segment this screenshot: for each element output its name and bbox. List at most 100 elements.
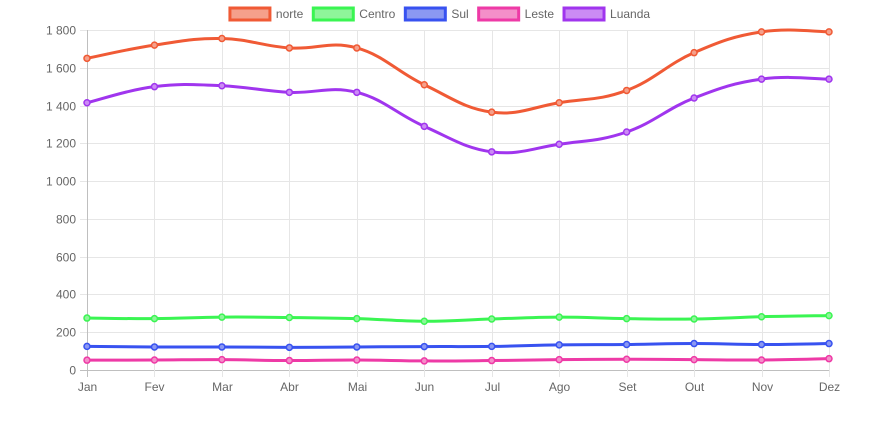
series-area (83, 28, 833, 365)
data-point-leste (487, 356, 496, 365)
data-point-luanda (83, 98, 91, 107)
x-tick-label: Abr (280, 380, 299, 394)
legend-item-norte: norte (228, 6, 304, 22)
data-point-norte (690, 48, 698, 57)
legend: norte Centro Sul Leste Luanda (228, 6, 650, 22)
data-point-sul (555, 341, 563, 349)
x-tick-label: Nov (752, 380, 773, 394)
data-point-norte (218, 34, 226, 43)
legend-item-luanda: Luanda (562, 6, 650, 22)
data-point-norte (150, 41, 159, 49)
data-point-norte (622, 86, 631, 95)
data-point-centro (285, 313, 294, 322)
x-tick-label: Jul (485, 380, 500, 394)
series-line-luanda (86, 75, 830, 155)
y-tick-label: 0 (69, 364, 76, 378)
series-luanda (83, 75, 833, 156)
data-point-sul (150, 343, 159, 351)
y-tick-label: 1 600 (46, 62, 76, 76)
data-point-norte (825, 28, 833, 36)
y-tick-label: 200 (56, 326, 76, 340)
data-point-sul (218, 343, 226, 351)
data-point-centro (690, 315, 698, 323)
data-point-luanda (353, 88, 361, 97)
data-point-sul (353, 343, 361, 351)
x-tick-label: Fev (144, 380, 164, 394)
data-point-luanda (420, 122, 429, 131)
data-point-centro (218, 313, 226, 321)
data-point-leste (555, 355, 563, 364)
legend-swatch-norte (228, 6, 272, 22)
y-tick-label: 1 000 (46, 175, 76, 189)
data-point-leste (622, 355, 631, 363)
data-point-sul (420, 342, 429, 351)
data-point-centro (150, 314, 159, 323)
x-tick-label: Dez (819, 380, 840, 394)
x-tick-label: Mai (348, 380, 367, 394)
y-tick-label: 400 (56, 288, 76, 302)
y-tick-label: 1 400 (46, 100, 76, 114)
data-point-centro (555, 313, 563, 321)
data-point-luanda (285, 88, 294, 97)
data-point-centro (622, 314, 631, 323)
axes: 0 200 400 600 800 1 000 1 200 1 400 1 600 1 800 Ja… (46, 24, 840, 395)
legend-item-sul: Sul (403, 6, 469, 22)
data-point-luanda (622, 128, 631, 136)
series-line-centro (86, 314, 830, 323)
data-point-luanda (555, 140, 563, 149)
x-tick-label: Jun (415, 380, 434, 394)
legend-label-norte: norte (276, 7, 304, 21)
x-tick-label: Mar (212, 380, 233, 394)
data-point-sul (285, 343, 294, 352)
data-point-leste (285, 356, 294, 365)
data-point-centro (487, 315, 496, 323)
data-point-sul (83, 342, 91, 351)
data-point-centro (420, 317, 429, 326)
data-point-leste (825, 354, 833, 363)
series-norte (83, 28, 833, 116)
data-point-norte (353, 44, 361, 52)
legend-swatch-leste (477, 6, 521, 22)
legend-label-leste: Leste (525, 7, 555, 21)
data-point-luanda (825, 75, 833, 83)
legend-item-centro: Centro (311, 6, 396, 22)
data-point-norte (757, 28, 766, 36)
series-sul (83, 339, 833, 352)
data-point-leste (690, 355, 698, 364)
grid (80, 30, 830, 377)
data-point-norte (285, 44, 294, 52)
series-line-sul (86, 342, 830, 349)
data-point-norte (83, 54, 91, 63)
data-point-sul (757, 340, 766, 349)
series-centro (83, 311, 833, 326)
data-point-leste (420, 357, 429, 365)
data-point-luanda (757, 75, 766, 83)
data-point-norte (487, 108, 496, 116)
series-leste (83, 354, 833, 365)
data-point-centro (757, 312, 766, 321)
data-point-luanda (487, 148, 496, 156)
legend-swatch-centro (311, 6, 355, 22)
y-tick-label: 600 (56, 251, 76, 265)
data-point-centro (825, 311, 833, 320)
data-point-sul (825, 339, 833, 348)
legend-swatch-sul (403, 6, 447, 22)
y-tick-label: 1 200 (46, 137, 76, 151)
x-tick-label: Ago (549, 380, 571, 394)
data-point-sul (487, 342, 496, 351)
data-point-leste (150, 356, 159, 364)
data-point-norte (555, 98, 563, 107)
data-point-leste (218, 355, 226, 364)
series-line-norte (86, 28, 830, 115)
x-tick-label: Out (685, 380, 705, 394)
series-line-leste (86, 357, 830, 363)
legend-item-leste: Leste (477, 6, 555, 22)
legend-label-luanda: Luanda (610, 7, 650, 21)
data-point-norte (420, 81, 429, 89)
legend-swatch-luanda (562, 6, 606, 22)
x-tick-label: Jan (78, 380, 97, 394)
legend-label-centro: Centro (359, 7, 395, 21)
data-point-leste (757, 356, 766, 364)
data-point-leste (353, 356, 361, 364)
